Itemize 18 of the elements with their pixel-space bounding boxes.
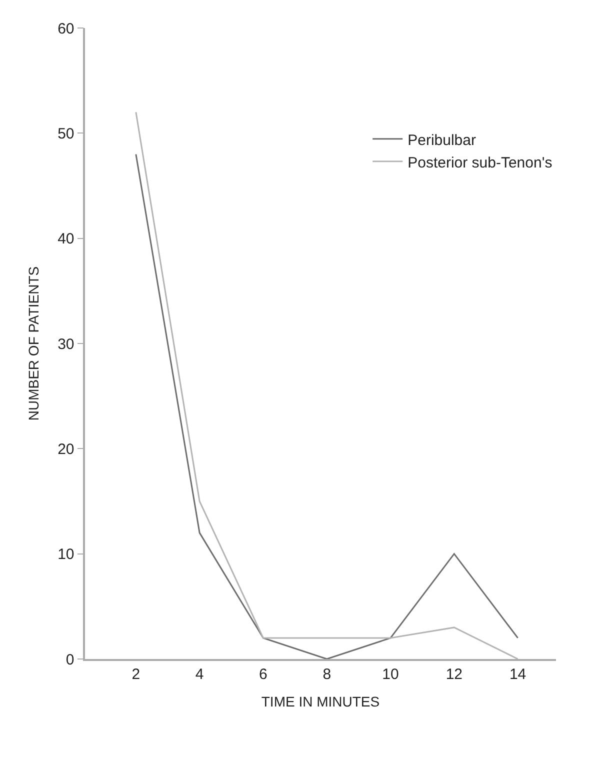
y-tick-label: 60: [58, 20, 74, 38]
y-tick-label: 50: [58, 125, 74, 142]
x-tick-label: 4: [195, 666, 204, 683]
x-tick-label: 10: [382, 666, 399, 683]
x-tick-label: 6: [259, 666, 268, 683]
y-tick-label: 30: [58, 336, 74, 353]
x-tick-label: 2: [132, 666, 140, 683]
y-tick-label: 40: [58, 230, 74, 248]
x-tick-label: 12: [446, 666, 463, 683]
x-tick-label: 14: [509, 666, 526, 683]
legend-label: Posterior sub-Tenon's: [408, 154, 552, 172]
y-axis-title: NUMBER OF PATIENTS: [26, 266, 42, 421]
legend-label: Peribulbar: [408, 132, 476, 149]
y-tick-label: 10: [58, 546, 74, 564]
y-tick-label: 0: [66, 651, 74, 668]
x-tick-label: 8: [322, 666, 332, 683]
x-axis-title: TIME IN MINUTES: [261, 694, 380, 710]
y-tick-label: 20: [58, 440, 74, 458]
